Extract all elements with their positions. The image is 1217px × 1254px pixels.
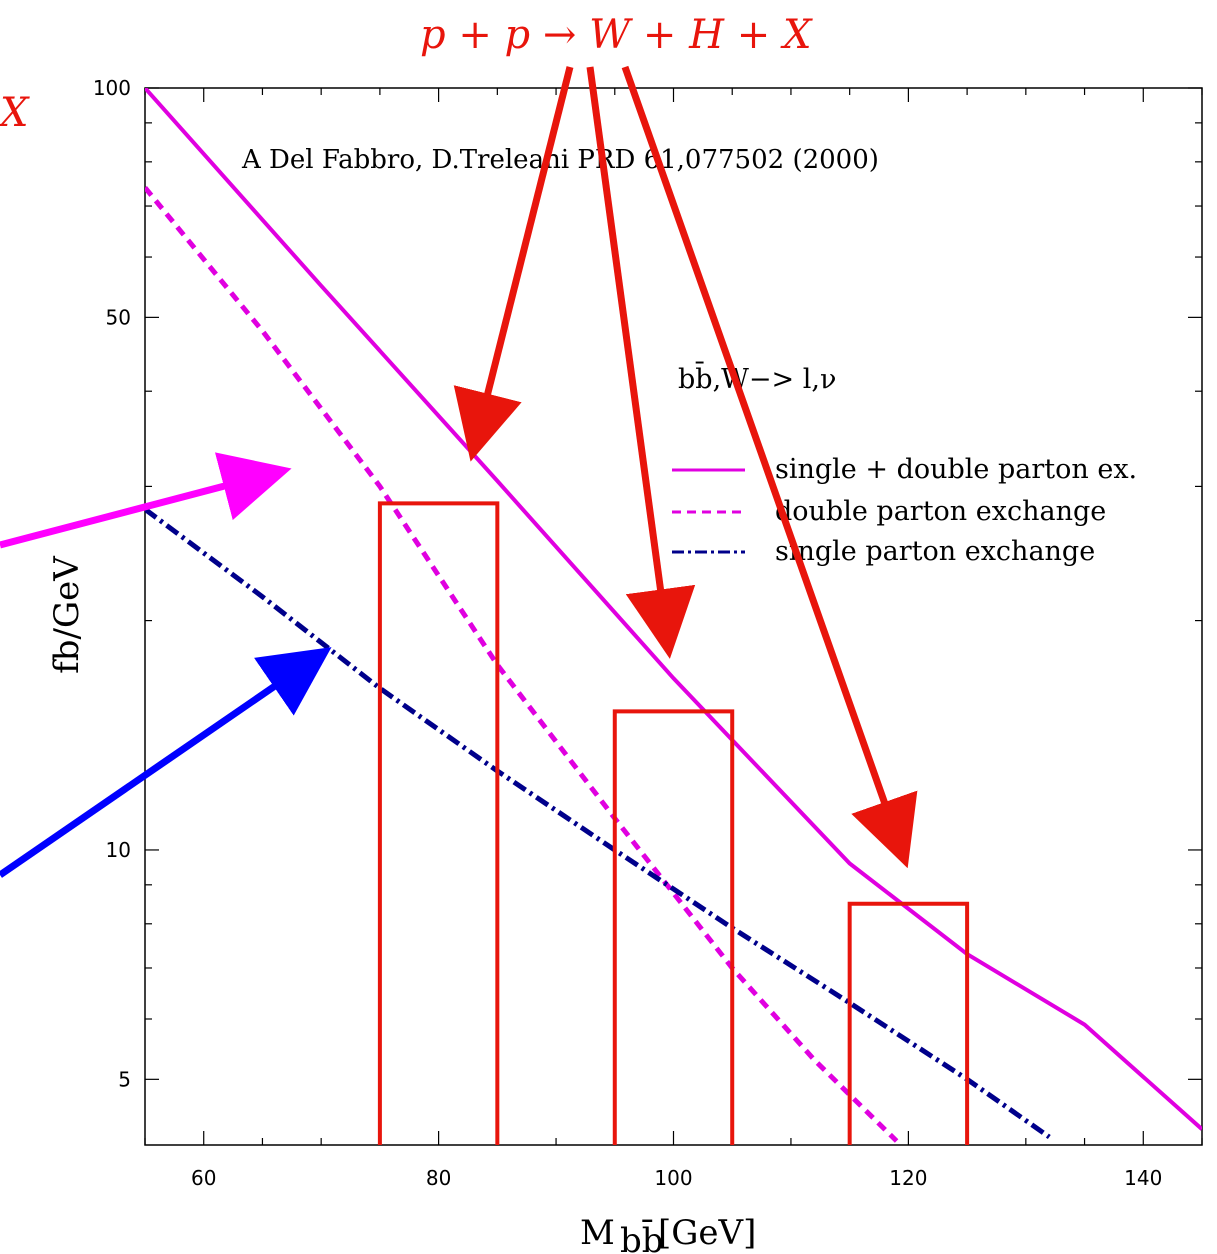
red-arrow-1 [453, 66, 574, 462]
channel-label: bb̄,W−> l,ν [678, 360, 836, 395]
x-tick-label: 80 [426, 1166, 451, 1190]
y-tick-label: 10 [106, 838, 131, 862]
annotation-arrows [0, 65, 918, 878]
signal-bar [377, 501, 500, 1145]
chart-title: A Del Fabbro, D.Treleani PRD 61,077502 (… [241, 145, 879, 175]
svg-text:[GeV]: [GeV] [658, 1213, 756, 1253]
signal-bars [377, 501, 970, 1145]
series-line-solid [145, 88, 1202, 1131]
y-axis-label: fb/GeV [47, 555, 87, 674]
process-label: p + p → W + H + X [420, 12, 813, 58]
svg-text:M: M [580, 1213, 615, 1253]
series-layer [145, 88, 1202, 1143]
y-tick-label: 100 [93, 76, 131, 100]
left-process-label: X [0, 90, 30, 136]
signal-bar [847, 901, 970, 1145]
x-tick-label: 120 [889, 1166, 927, 1190]
y-tick-label: 50 [106, 305, 131, 329]
series-line-dashdot [145, 507, 1051, 1140]
y-tick-label: 5 [118, 1067, 131, 1091]
svg-text:bb̄: bb̄ [620, 1219, 664, 1254]
legend-label: double parton exchange [775, 496, 1106, 527]
legend: single + double parton ex. double parton … [672, 454, 1137, 567]
x-tick-label: 60 [191, 1166, 216, 1190]
x-axis-label: M bb̄ [GeV] [580, 1213, 756, 1254]
magenta-arrow [0, 452, 292, 549]
red-arrow-2 [586, 66, 696, 659]
blue-arrow [0, 647, 332, 878]
series-line-dashed [145, 186, 899, 1143]
axis-tick-labels: 60 80 100 120 140 5 10 50 100 [93, 76, 1163, 1190]
plot-frame [144, 87, 1203, 1146]
x-tick-label: 100 [654, 1166, 692, 1190]
legend-label: single parton exchange [775, 536, 1095, 567]
red-arrow-3 [621, 65, 918, 869]
signal-bar [612, 709, 735, 1145]
legend-label: single + double parton ex. [775, 454, 1137, 485]
axis-ticks [144, 87, 1203, 1145]
x-tick-label: 140 [1124, 1166, 1162, 1190]
